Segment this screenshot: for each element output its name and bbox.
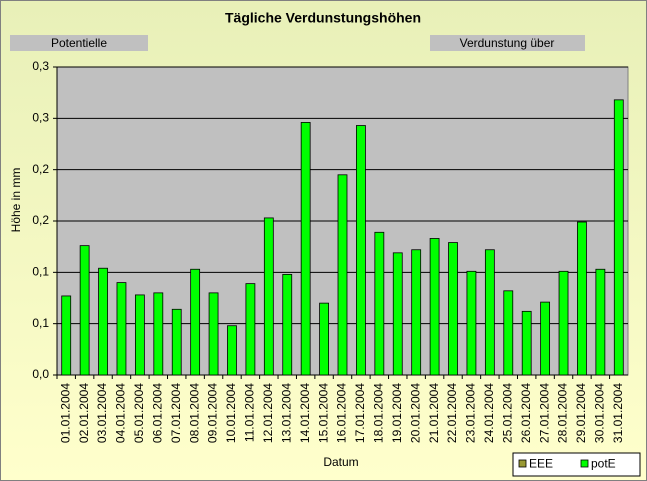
- annotation: Verdunstung über: [460, 36, 555, 50]
- x-tick-label: 31.01.2004: [611, 383, 625, 443]
- x-tick-label: 26.01.2004: [519, 383, 533, 443]
- bar: [98, 267, 108, 376]
- bar: [245, 283, 256, 376]
- y-tick-label: 0,1: [32, 265, 49, 279]
- bar: [558, 270, 569, 376]
- bar: [392, 252, 403, 376]
- legend-label: EEE: [529, 457, 553, 471]
- x-tick-label: 22.01.2004: [445, 383, 459, 443]
- bar: [190, 268, 201, 376]
- x-tick-label: 18.01.2004: [372, 383, 386, 443]
- bar: [61, 295, 72, 376]
- bar: [134, 294, 145, 376]
- y-axis-label: Höhe in mm: [9, 168, 23, 233]
- x-tick-label: 20.01.2004: [408, 383, 422, 443]
- x-tick-label: 01.01.2004: [58, 383, 72, 443]
- bar: [282, 273, 293, 376]
- bar: [356, 125, 366, 376]
- x-tick-label: 23.01.2004: [464, 383, 478, 443]
- bar: [300, 122, 311, 376]
- bar: [153, 292, 164, 376]
- y-tick-label: 0,2: [32, 162, 49, 176]
- x-tick-label: 21.01.2004: [427, 383, 441, 443]
- x-tick-label: 11.01.2004: [243, 383, 257, 442]
- x-tick-label: 12.01.2004: [261, 383, 275, 443]
- bar: [448, 242, 458, 376]
- bar: [503, 290, 514, 376]
- y-tick-label: 0,3: [32, 111, 49, 125]
- y-tick-label: 0,3: [32, 59, 49, 73]
- legend-label: potE: [591, 457, 616, 471]
- x-axis-label: Datum: [323, 455, 358, 469]
- x-tick-label: 05.01.2004: [132, 383, 146, 443]
- x-tick-label: 17.01.2004: [353, 383, 367, 443]
- x-tick-label: 13.01.2004: [279, 383, 293, 443]
- legend: [512, 452, 641, 477]
- bar: [577, 221, 587, 376]
- bar: [263, 217, 274, 376]
- bar: [208, 292, 219, 376]
- bar: [595, 268, 606, 376]
- bar: [484, 249, 495, 376]
- bar: [411, 249, 422, 376]
- x-tick-label: 27.01.2004: [537, 383, 551, 443]
- x-tick-label: 04.01.2004: [114, 383, 128, 443]
- legend-swatch: [580, 459, 589, 468]
- x-tick-label: 25.01.2004: [500, 383, 514, 443]
- bar: [429, 238, 440, 376]
- y-tick-label: 0,1: [32, 316, 49, 330]
- x-tick-label: 28.01.2004: [556, 383, 570, 443]
- bar: [466, 270, 477, 376]
- x-tick-label: 08.01.2004: [187, 383, 201, 443]
- bar: [116, 282, 127, 376]
- x-tick-label: 14.01.2004: [298, 383, 312, 443]
- y-tick-label: 0,2: [32, 213, 49, 227]
- bar: [337, 174, 348, 376]
- bar: [521, 310, 532, 376]
- annotation: Potentielle: [51, 36, 107, 50]
- bar: [319, 302, 329, 376]
- bar: [79, 245, 90, 376]
- x-tick-label: 19.01.2004: [390, 383, 404, 443]
- x-tick-label: 09.01.2004: [206, 383, 220, 443]
- bar: [540, 301, 551, 376]
- x-tick-label: 24.01.2004: [482, 383, 496, 443]
- bar: [227, 325, 237, 376]
- bar: [374, 231, 385, 376]
- annotation-box: [10, 35, 148, 51]
- x-tick-label: 06.01.2004: [150, 383, 164, 443]
- bar: [613, 99, 624, 376]
- bar: [171, 308, 182, 376]
- x-tick-label: 10.01.2004: [224, 383, 238, 443]
- x-tick-label: 30.01.2004: [593, 383, 607, 443]
- x-tick-label: 16.01.2004: [335, 383, 349, 443]
- x-tick-label: 02.01.2004: [77, 383, 91, 443]
- legend-swatch: [518, 459, 527, 468]
- annotation-box: [430, 35, 585, 51]
- chart-title: Tägliche Verdunstungshöhen: [225, 10, 421, 26]
- x-tick-label: 15.01.2004: [316, 383, 330, 443]
- y-tick-label: 0,0: [32, 367, 49, 381]
- x-tick-label: 07.01.2004: [169, 383, 183, 443]
- x-tick-label: 03.01.2004: [95, 383, 109, 443]
- x-tick-label: 29.01.2004: [574, 383, 588, 443]
